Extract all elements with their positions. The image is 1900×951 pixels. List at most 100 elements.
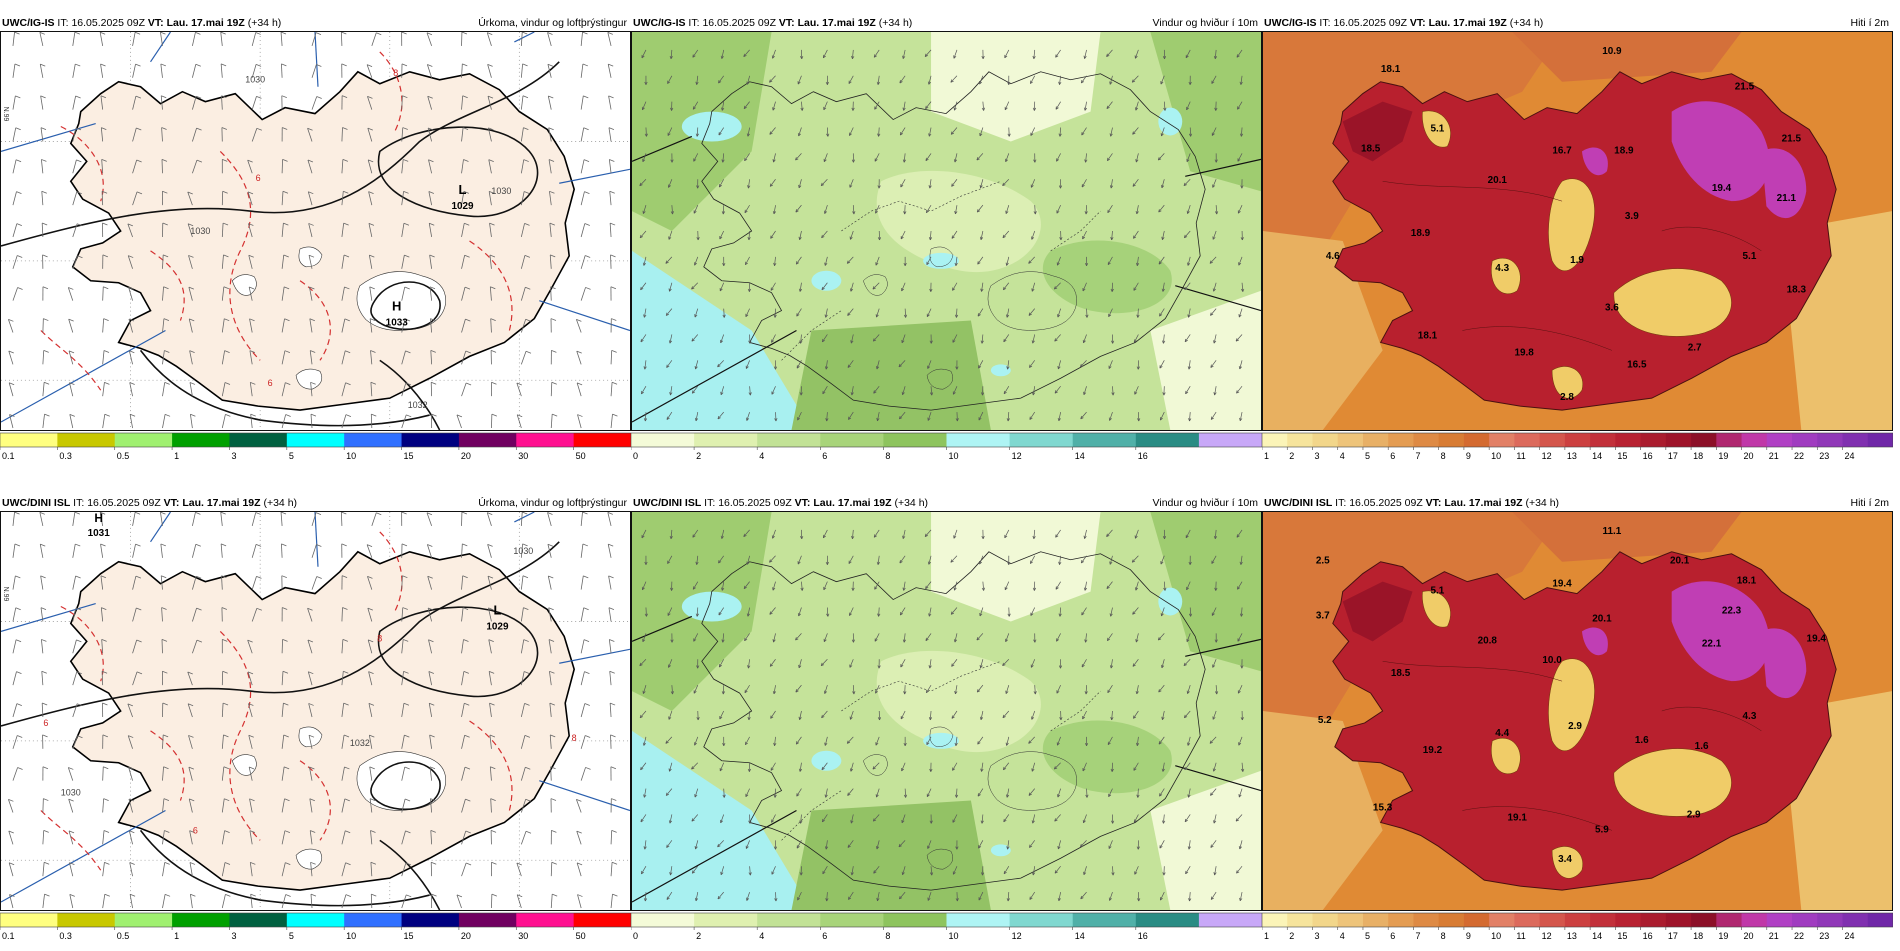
colorbar-tick-label: 24: [1845, 451, 1855, 461]
colorbar-swatch: [574, 913, 631, 927]
colorbar-swatch: [1514, 433, 1540, 447]
colorbar-tick-label: 20: [1744, 931, 1754, 941]
map-value-label: 6: [256, 173, 261, 183]
vt-value: Lau. 17.mai 19Z: [813, 497, 891, 509]
vt-label: VT:: [795, 497, 811, 509]
colorbar-swatch: [1716, 913, 1742, 927]
colorbar-swatch: [757, 433, 821, 447]
map-value-label: 2.9: [1687, 809, 1701, 820]
map-value-label: 4.3: [1495, 263, 1509, 274]
colorbar-swatch: [1868, 433, 1893, 447]
map-value-label: 1.6: [1635, 735, 1649, 746]
colorbar-swatch: [516, 913, 574, 927]
colorbar-tick-label: 13: [1567, 451, 1577, 461]
panel-wind-dini: UWC/DINI ISL IT: 16.05.2025 09Z VT: Lau.…: [631, 491, 1262, 951]
lead-time: (+34 h): [1510, 17, 1544, 29]
colorbar-tick-label: 0.3: [59, 451, 72, 461]
map-value-label: 6: [193, 825, 198, 835]
map-value-label: 1.9: [1570, 255, 1584, 266]
panel-header: UWC/IG-IS IT: 16.05.2025 09Z VT: Lau. 17…: [633, 15, 1260, 31]
map-value-label: 1029: [486, 621, 509, 632]
vt-value: Lau. 17.mai 19Z: [182, 497, 260, 509]
colorbar-tick-label: 19: [1718, 931, 1728, 941]
panel-header: UWC/IG-IS IT: 16.05.2025 09Z VT: Lau. 17…: [1264, 15, 1891, 31]
map-value-label: 19.8: [1514, 347, 1534, 358]
colorbar-tick-label: 11: [1516, 451, 1525, 461]
colorbar-tick-label: 9: [1466, 451, 1471, 461]
panel-precip-igis: UWC/IG-IS IT: 16.05.2025 09Z VT: Lau. 17…: [0, 11, 631, 471]
map-value-label: 21.1: [1777, 193, 1797, 204]
colorbar-swatch: [1767, 433, 1793, 447]
colorbar-swatch: [1742, 433, 1768, 447]
colorbar-swatch: [1817, 913, 1843, 927]
map-value-label: 18.1: [1381, 64, 1401, 75]
colorbar-swatch: [1666, 433, 1692, 447]
wind-map-svg: [632, 32, 1261, 430]
it-label: IT:: [688, 17, 699, 29]
colorbar-swatch: [1287, 913, 1313, 927]
colorbar-tick-label: 10: [949, 931, 959, 941]
colorbar-swatch: [229, 913, 287, 927]
lead-time: (+34 h): [894, 497, 928, 509]
colorbar-swatch: [1010, 433, 1074, 447]
colorbar-tick-label: 11: [1516, 931, 1525, 941]
model-name: UWC/IG-IS: [633, 17, 686, 29]
colorbar-tick-label: 23: [1819, 931, 1829, 941]
colorbar-swatch: [1388, 913, 1414, 927]
map-value-label: 1031: [88, 528, 111, 539]
map-value-label: 1029: [451, 201, 474, 212]
cyan-patch: [1158, 588, 1182, 616]
model-name: UWC/IG-IS: [1264, 17, 1317, 29]
colorbar-tick-label: 0.3: [59, 931, 72, 941]
map-value-label: 20.8: [1478, 635, 1498, 646]
cyan-patch: [1158, 108, 1182, 136]
colorbar-tick-label: 0.1: [2, 451, 15, 461]
map-value-label: 18.1: [1737, 576, 1757, 587]
map-value-label: 1030: [245, 75, 265, 85]
it-value: 16.05.2025 09Z: [1333, 17, 1407, 29]
colorbar-swatch: [1641, 913, 1667, 927]
colorbar-tick-label: 6: [1390, 931, 1395, 941]
colorbar-tick-label: 0.5: [117, 931, 130, 941]
map-value-label: L: [459, 182, 467, 197]
colorbar-swatch: [1312, 433, 1338, 447]
colorbar-tick-label: 3: [231, 931, 236, 941]
map-value-label: 3.9: [1625, 211, 1639, 222]
colorbar-tick-label: 14: [1592, 931, 1602, 941]
colorbar-swatch: [1615, 913, 1641, 927]
colorbar-tick-label: 0: [633, 451, 638, 461]
colorbar-swatch: [631, 433, 695, 447]
colorbar-swatch: [1792, 433, 1818, 447]
colorbar-swatch: [947, 913, 1011, 927]
wind-barb: [551, 862, 552, 876]
colorbar-swatch: [1540, 433, 1566, 447]
model-name: UWC/DINI ISL: [1264, 497, 1332, 509]
colorbar-swatch: [1691, 913, 1717, 927]
colorbar-tick-label: 20: [461, 931, 471, 941]
colorbar-swatch: [1010, 913, 1074, 927]
latitude-label: N.99: [2, 107, 9, 122]
colorbar-tick-label: 6: [822, 451, 827, 461]
colorbar-swatch: [631, 913, 695, 927]
colorbar-swatch: [1413, 913, 1439, 927]
panel-title: Vindur og hviður í 10m: [1153, 15, 1258, 31]
wind-map: [631, 511, 1262, 911]
map-value-label: 20.1: [1488, 175, 1508, 186]
colorbar-tick-label: 2: [696, 931, 701, 941]
colorbar-tick-label: 10: [1491, 451, 1501, 461]
map-value-label: 6: [43, 718, 48, 728]
colorbar-swatch: [1590, 913, 1616, 927]
colorbar-swatch: [1073, 913, 1137, 927]
colorbar-tick-label: 18: [1693, 931, 1703, 941]
colorbar-swatch: [1312, 913, 1338, 927]
colorbar-swatch: [757, 913, 821, 927]
wind-barb: [611, 735, 612, 749]
colorbar-tick-label: 15: [404, 931, 414, 941]
colorbar-tick-label: 22: [1794, 931, 1804, 941]
